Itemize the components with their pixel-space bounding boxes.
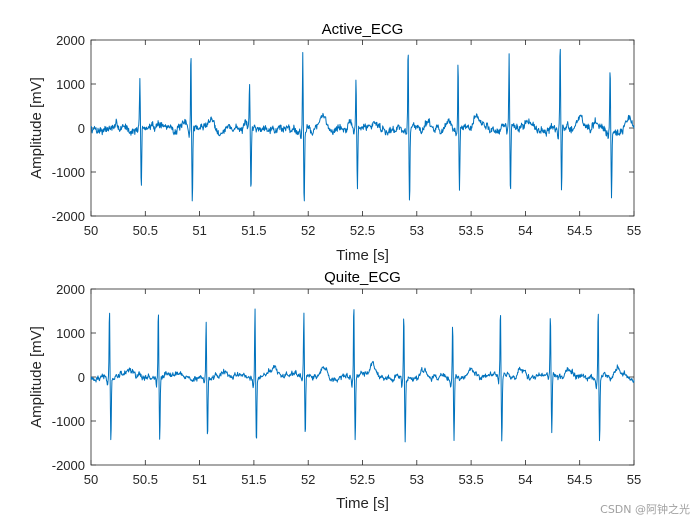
series-active-ecg	[90, 48, 635, 202]
x-tick-label: 50	[84, 223, 98, 238]
x-tick-label: 52.5	[350, 472, 375, 487]
y-tick-label: 2000	[56, 33, 85, 48]
x-tick-label: 54.5	[567, 223, 592, 238]
x-tick-label: 51.5	[241, 472, 266, 487]
y-axis-label-quite-ecg: Amplitude [mV]	[28, 326, 45, 428]
x-tick-label: 52.5	[350, 223, 375, 238]
y-ticks-active-ecg: -2000 -1000 0 1000 2000	[52, 33, 634, 224]
y-tick-label: 0	[78, 121, 85, 136]
x-tick-label: 50	[84, 472, 98, 487]
subplot-active-ecg: Active_ECG Time [s] Amplitude [mV] 50 50.…	[28, 21, 641, 264]
x-tick-label: 54	[518, 223, 532, 238]
x-tick-label: 51	[192, 223, 206, 238]
plot-title-quite-ecg: Quite_ECG	[324, 269, 401, 286]
x-tick-label: 54	[518, 472, 532, 487]
y-tick-label: 1000	[56, 326, 85, 341]
y-ticks-quite-ecg: -2000 -1000 0 1000 2000	[52, 282, 634, 473]
x-tick-label: 51.5	[241, 223, 266, 238]
x-ticks-active-ecg: 50 50.5 51 51.5 52 52.5 53 53.5 54 54.5 55	[84, 40, 641, 238]
x-tick-label: 53	[410, 223, 424, 238]
y-tick-label: -1000	[52, 414, 85, 429]
y-tick-label: -2000	[52, 458, 85, 473]
x-tick-label: 55	[627, 472, 641, 487]
y-tick-label: -2000	[52, 209, 85, 224]
x-ticks-quite-ecg: 50 50.5 51 51.5 52 52.5 53 53.5 54 54.5 55	[84, 289, 641, 487]
x-tick-label: 52	[301, 223, 315, 238]
x-tick-label: 51	[192, 472, 206, 487]
x-tick-label: 50.5	[133, 472, 158, 487]
series-quite-ecg	[90, 308, 635, 443]
series-line-quite-ecg	[90, 308, 635, 443]
y-tick-label: 0	[78, 370, 85, 385]
x-tick-label: 52	[301, 472, 315, 487]
subplot-quite-ecg: Quite_ECG Time [s] Amplitude [mV] 50 50.5…	[28, 269, 641, 512]
plot-area-quite-ecg	[90, 288, 635, 466]
x-tick-label: 50.5	[133, 223, 158, 238]
y-axis-label-active-ecg: Amplitude [mV]	[28, 77, 45, 179]
x-tick-label: 53	[410, 472, 424, 487]
x-axis-label-quite-ecg: Time [s]	[336, 495, 389, 512]
watermark: CSDN @阿钟之光	[600, 503, 690, 516]
x-tick-label: 53.5	[458, 223, 483, 238]
plot-title-active-ecg: Active_ECG	[322, 21, 404, 38]
y-tick-label: 2000	[56, 282, 85, 297]
x-axis-label-active-ecg: Time [s]	[336, 247, 389, 264]
x-tick-label: 53.5	[458, 472, 483, 487]
y-tick-label: -1000	[52, 165, 85, 180]
series-line-active-ecg	[90, 48, 635, 202]
y-tick-label: 1000	[56, 77, 85, 92]
x-tick-label: 54.5	[567, 472, 592, 487]
x-tick-label: 55	[627, 223, 641, 238]
